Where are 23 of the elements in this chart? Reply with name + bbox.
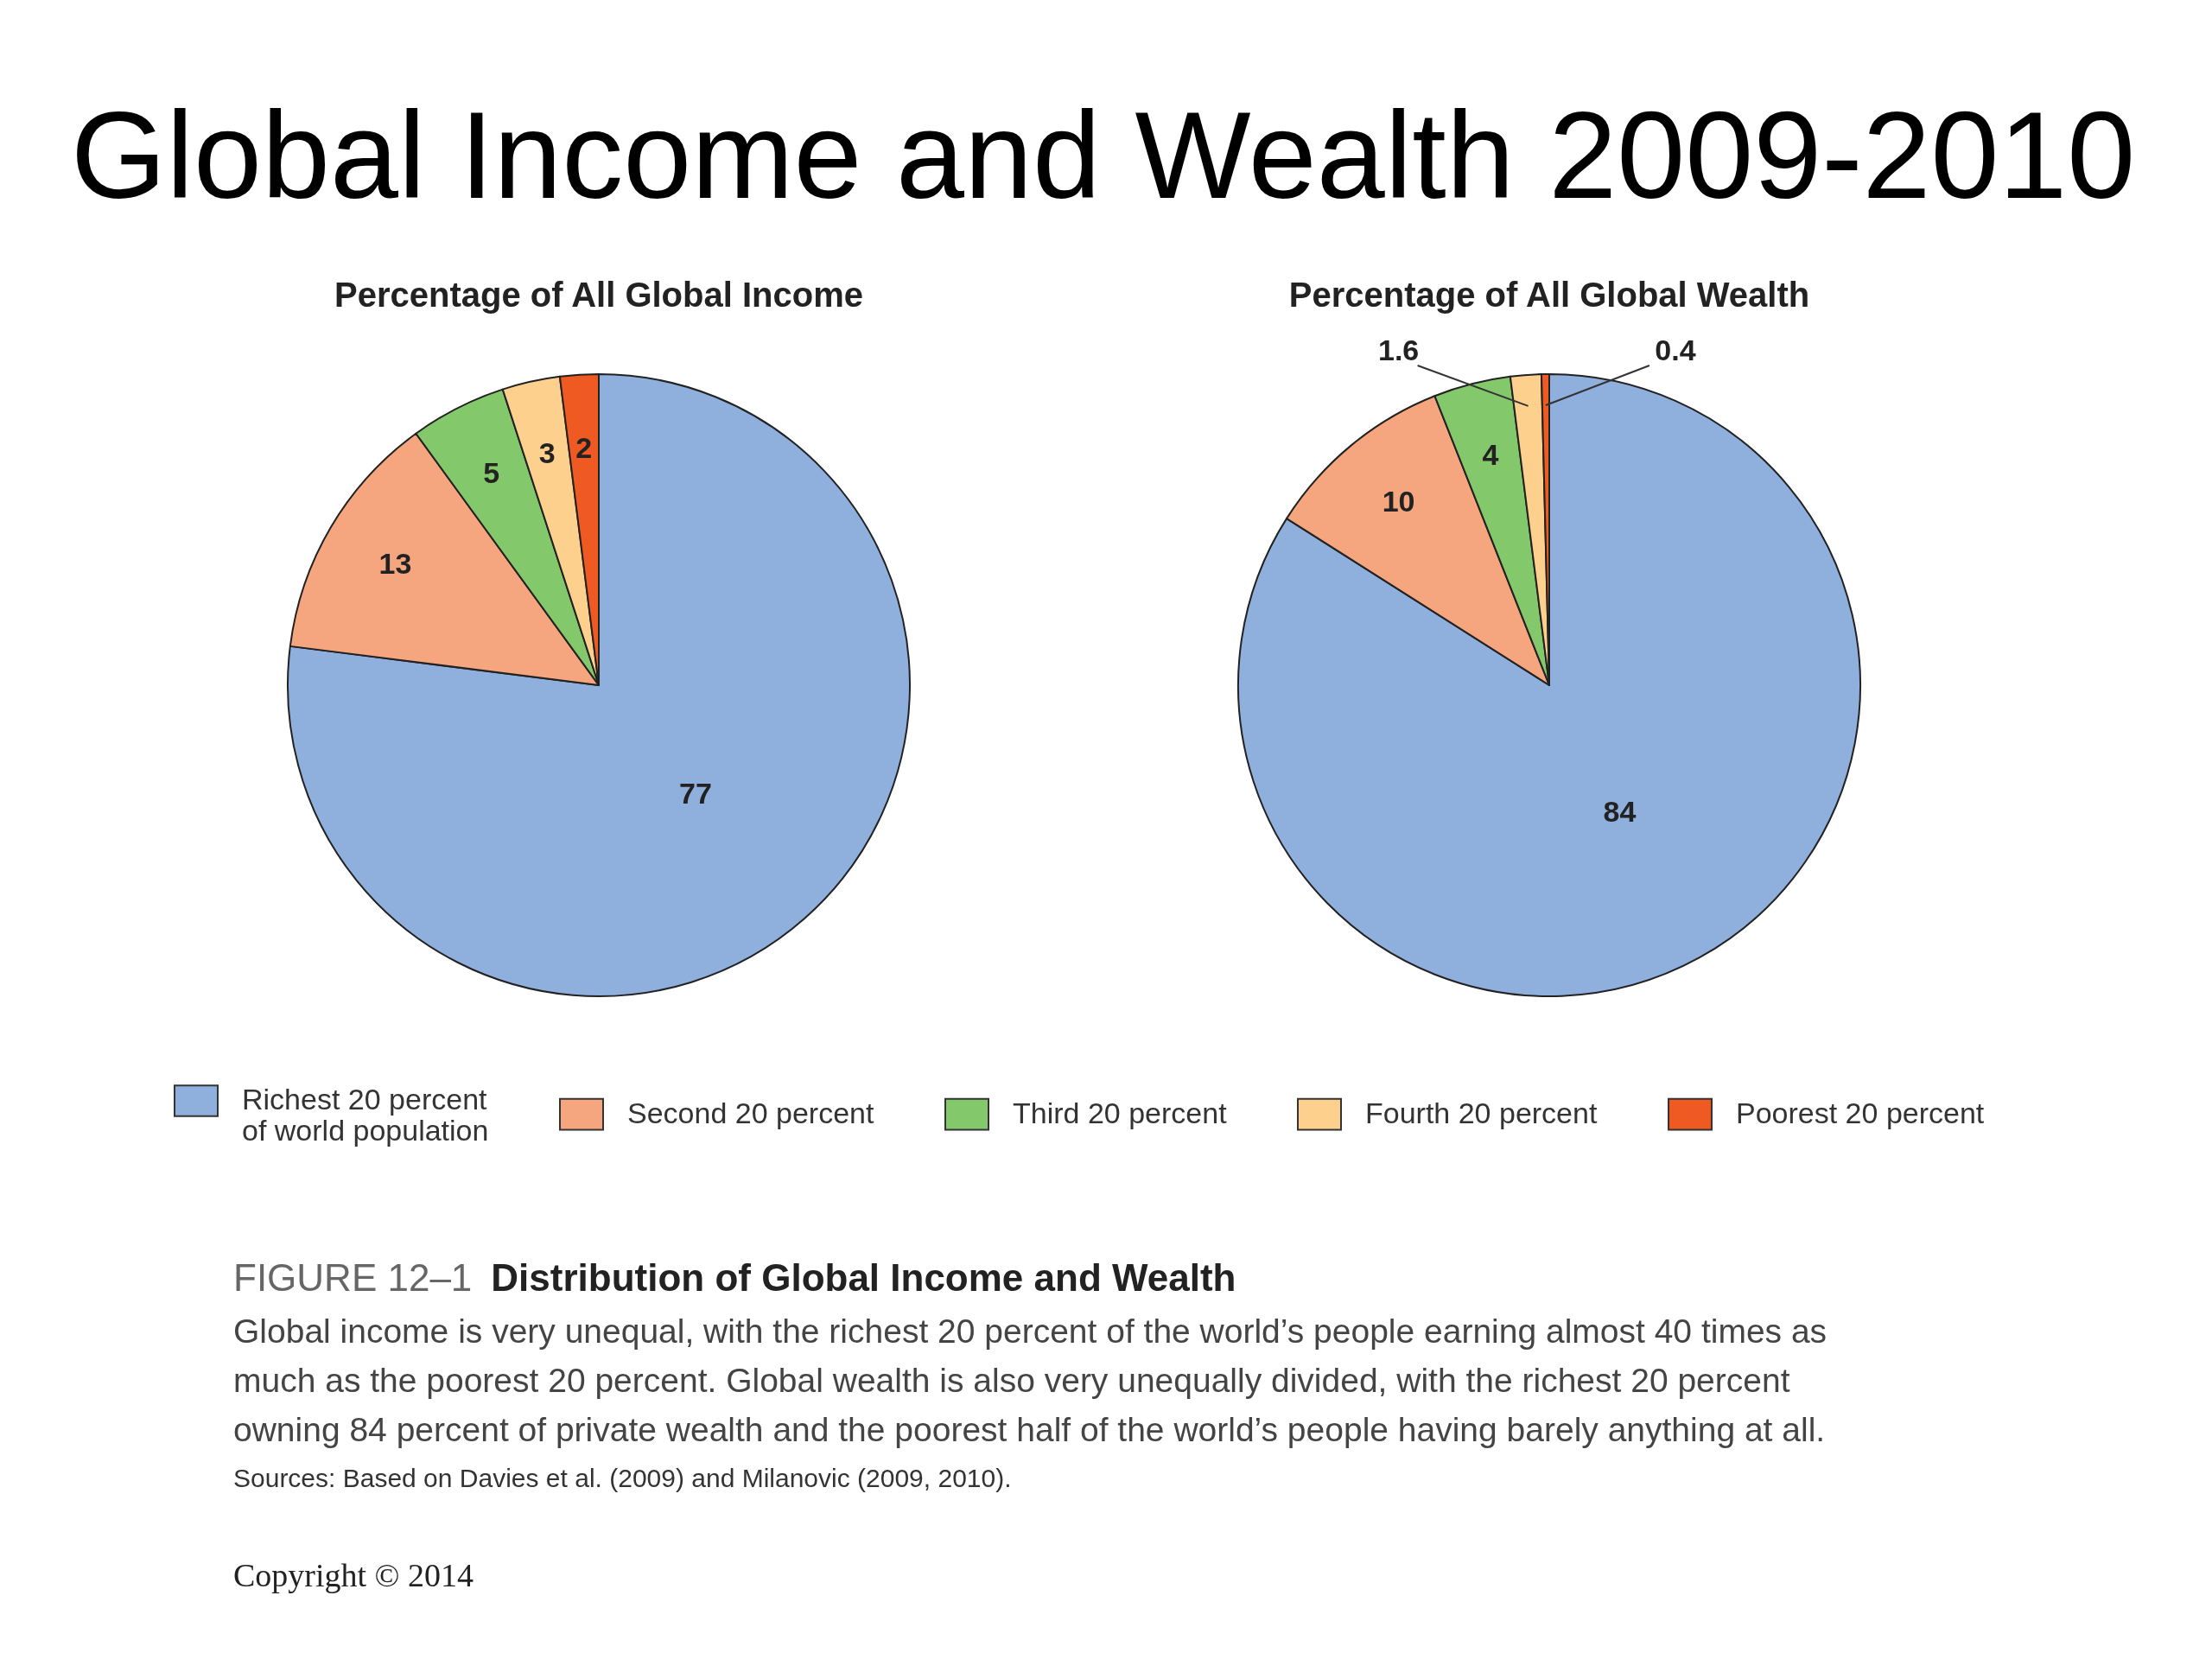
data-label: 13: [378, 546, 412, 580]
legend-label: Poorest 20 percent: [1736, 1096, 1985, 1129]
data-label: 77: [678, 776, 712, 810]
text: Copyright © 2014: [233, 1556, 474, 1594]
data-label: 4: [1482, 438, 1499, 471]
data-label: 3: [538, 435, 556, 469]
data-label: 5: [483, 456, 500, 490]
data-label: 1.6: [1377, 334, 1420, 366]
slice-label: Percentage of All Global Wealth: [1288, 276, 1810, 314]
slice-label: Percentage of All Global Income: [334, 276, 863, 314]
text: Distribution of Global Income and Wealth: [491, 1256, 1236, 1299]
data-label: 2: [575, 430, 593, 464]
legend-label: Fourth 20 percent: [1365, 1096, 1598, 1129]
text: Global income is very unequal, with the richest 20 percent of the world’s people earning almost 40 times as much as the poorest 20 percent. Global wealth is also very unequally divided, with the richest 20 percent owning 84 percent of private wealth and the poorest half of the world’s people having barely anything at all.: [233, 1312, 1828, 1450]
data-label: 84: [1603, 795, 1637, 829]
legend-label: Second 20 percent: [627, 1096, 874, 1129]
chart-title: Global Income and Wealth 2009-2010: [71, 86, 2136, 225]
legend-label: Third 20 percent: [1013, 1096, 1228, 1129]
legend-label: Richest 20 percent of world population: [242, 1083, 489, 1147]
caption: FIGURE 12–1: [233, 1256, 473, 1299]
data-label: 0.4: [1655, 334, 1696, 366]
data-label: 10: [1382, 485, 1415, 518]
source-note: Sources: Based on Davies et al. (2009) and Milanovic (2009, 2010).: [233, 1463, 1013, 1494]
